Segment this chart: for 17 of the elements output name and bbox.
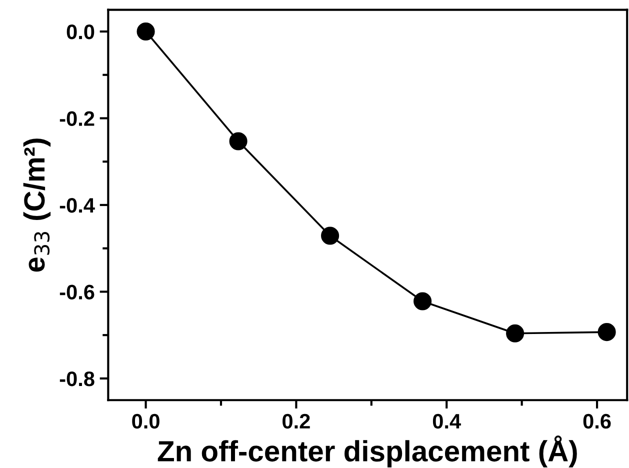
x-tick-label: 0.6	[583, 414, 611, 429]
point	[321, 226, 340, 245]
y-tick-label: -0.4	[60, 198, 95, 213]
x-axis-title: Zn off-center displacement (Å)	[158, 436, 577, 468]
point	[414, 292, 432, 310]
y-tick-label: -0.6	[60, 284, 94, 300]
y-tick-label: 0.0	[66, 24, 94, 40]
point	[506, 324, 524, 342]
point	[229, 132, 248, 150]
x-tick-label: 0.4	[432, 414, 461, 429]
y-tick-label: -0.2	[60, 111, 94, 126]
y-axis-title: e$_{33}$ (C/m²)	[23, 138, 51, 272]
point	[136, 22, 155, 41]
y-tick-label: -0.8	[60, 371, 94, 386]
point	[598, 323, 616, 342]
x-tick-label: 0.2	[282, 414, 310, 429]
x-tick-label: 0.0	[132, 414, 160, 429]
